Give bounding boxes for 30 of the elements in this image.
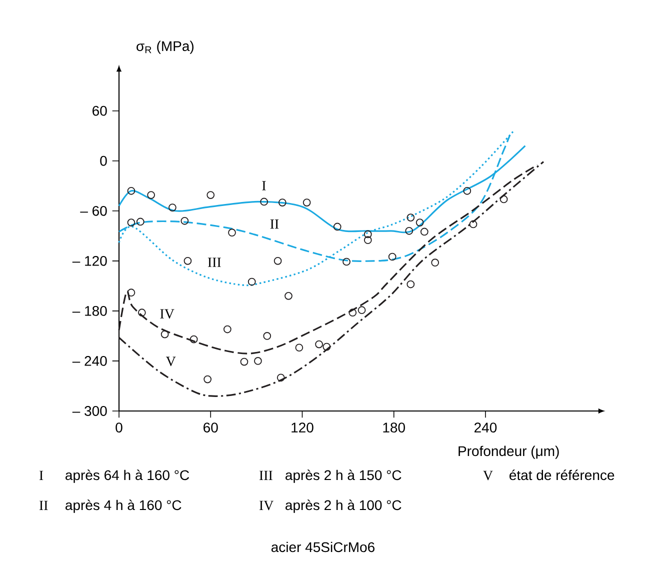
text: II bbox=[39, 500, 48, 510]
y-axis-title: σ$_{R}$ (MPa) bbox=[136, 40, 194, 54]
series-label: III bbox=[208, 258, 221, 267]
x-axis-title: Profondeur (μm) bbox=[458, 446, 559, 459]
y-tick-label: – 300 bbox=[72, 406, 107, 416]
x-tick-label: 120 bbox=[292, 422, 314, 433]
text: après 2 h à 100 °C bbox=[286, 500, 402, 513]
x-tick-label: 180 bbox=[383, 422, 405, 433]
series-label: I bbox=[262, 181, 266, 190]
y-tick-label: 60 bbox=[92, 106, 107, 116]
text: état de référence bbox=[510, 470, 614, 480]
text: après 4 h à 160 °C bbox=[66, 500, 182, 513]
y-tick-label: 0 bbox=[100, 156, 107, 166]
text: acier 45SiCrMo6 bbox=[271, 542, 374, 552]
text: I bbox=[39, 470, 44, 480]
y-tick-label: – 120 bbox=[72, 256, 107, 266]
text: après 64 h à 160 °C bbox=[66, 470, 190, 483]
text: V bbox=[483, 470, 493, 480]
text: IV bbox=[259, 500, 274, 510]
x-tick-label: 0 bbox=[116, 422, 122, 433]
y-tick-label: – 240 bbox=[72, 356, 107, 366]
series-label: V bbox=[166, 356, 176, 366]
x-tick-label: 60 bbox=[204, 422, 218, 433]
y-tick-label: – 60 bbox=[80, 206, 107, 216]
text: III bbox=[259, 470, 272, 480]
x-tick-label: 240 bbox=[474, 422, 497, 433]
y-tick-label: – 180 bbox=[72, 306, 107, 316]
series-label: II bbox=[270, 220, 279, 229]
series-label: IV bbox=[160, 309, 174, 319]
text: après 2 h à 150 °C bbox=[286, 470, 402, 483]
